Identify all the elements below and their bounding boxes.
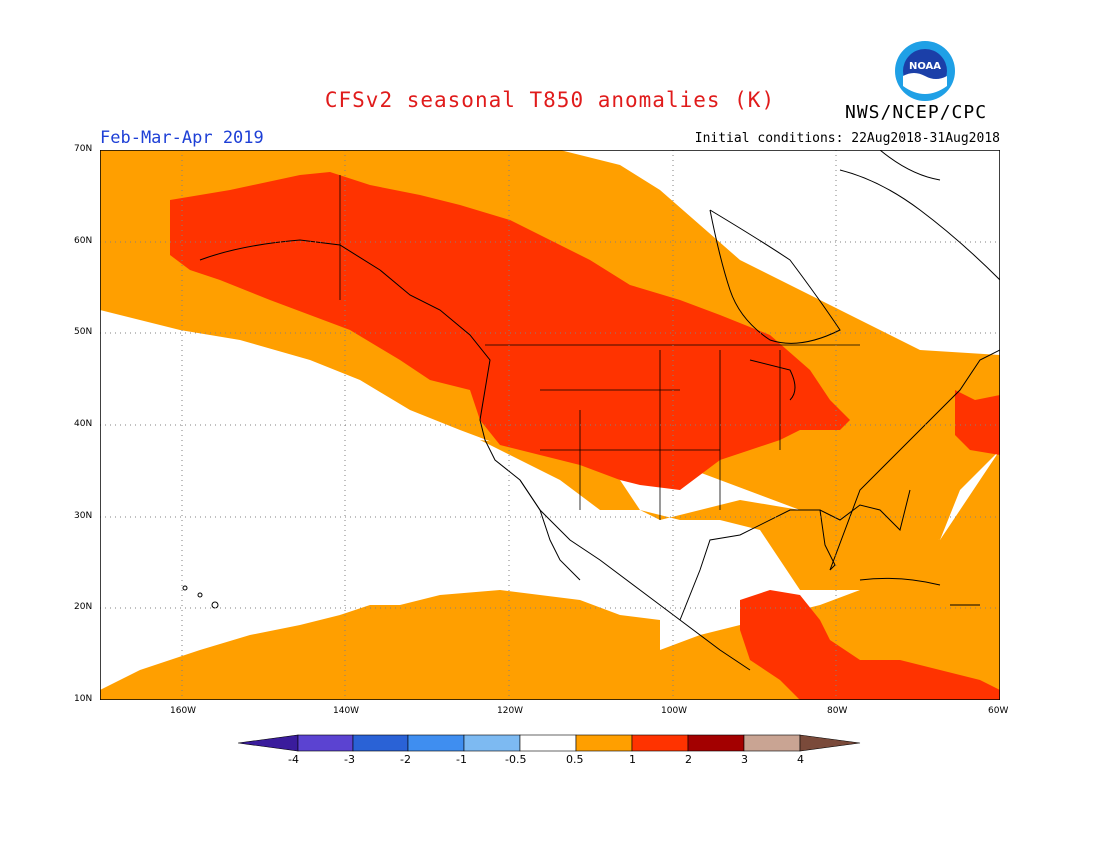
lat-label-40n: 40N — [74, 419, 93, 429]
coastlines — [182, 150, 1000, 671]
colorbar-seg-neg1-neg05 — [463, 734, 521, 752]
colorbar-seg-neg4-neg3 — [297, 734, 354, 752]
lat-label-50n: 50N — [74, 327, 93, 337]
colorbar-seg-1-2 — [631, 734, 689, 752]
colorbar-label-neg05: -0.5 — [505, 753, 527, 766]
colorbar-label-2: 2 — [685, 753, 692, 766]
lat-lon-grid — [100, 150, 1000, 700]
initial-conditions-label: Initial conditions: 22Aug2018-31Aug2018 — [694, 131, 1000, 146]
colorbar-seg-neg3-neg2 — [352, 734, 409, 752]
colorbar-label-neg2: -2 — [400, 753, 411, 766]
colorbar-label-1: 1 — [629, 753, 636, 766]
lat-label-70n: 70N — [74, 144, 93, 154]
colorbar-label-neg1: -1 — [456, 753, 467, 766]
anomaly-map — [100, 150, 1000, 700]
colorbar-label-neg4: -4 — [288, 753, 299, 766]
lon-label-140w: 140W — [333, 706, 360, 716]
lon-label-60w: 60W — [988, 706, 1009, 716]
colorbar — [238, 734, 861, 752]
colorbar-seg-neutral — [519, 734, 577, 752]
lat-label-30n: 30N — [74, 511, 93, 521]
colorbar-seg-3-4 — [743, 734, 801, 752]
map-title: CFSv2 seasonal T850 anomalies (K) — [324, 88, 776, 112]
colorbar-seg-05-1 — [575, 734, 633, 752]
lon-label-100w: 100W — [661, 706, 688, 716]
lon-label-80w: 80W — [827, 706, 848, 716]
noaa-logo-icon: NOAA — [895, 41, 955, 101]
agency-label: NWS/NCEP/CPC — [845, 102, 988, 123]
colorbar-label-3: 3 — [741, 753, 748, 766]
colorbar-label-05: 0.5 — [566, 753, 584, 766]
lat-label-10n: 10N — [74, 694, 93, 704]
season-label: Feb-Mar-Apr 2019 — [100, 128, 264, 148]
lat-label-60n: 60N — [74, 236, 93, 246]
noaa-logo-text: NOAA — [909, 61, 941, 72]
colorbar-seg-below-neg4 — [238, 734, 299, 752]
colorbar-seg-above-4 — [799, 734, 861, 752]
colorbar-label-neg3: -3 — [344, 753, 355, 766]
lon-label-120w: 120W — [497, 706, 524, 716]
noaa-logo: NOAA — [894, 40, 956, 102]
colorbar-seg-2-3 — [687, 734, 745, 752]
lon-label-160w: 160W — [170, 706, 197, 716]
colorbar-label-4: 4 — [797, 753, 804, 766]
lat-label-20n: 20N — [74, 602, 93, 612]
colorbar-seg-neg2-neg1 — [407, 734, 465, 752]
